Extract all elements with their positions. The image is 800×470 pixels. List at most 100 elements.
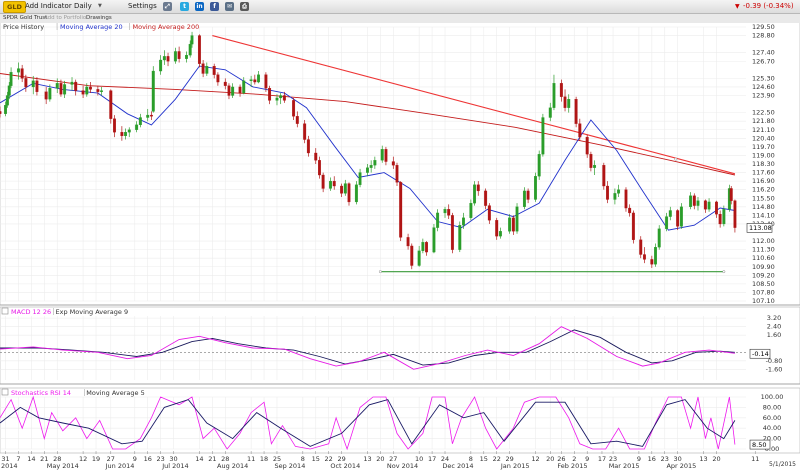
stoch-axis-tick: 60.00: [763, 414, 782, 422]
candle-up: [188, 43, 192, 56]
x-axis-day-label: 20: [546, 455, 554, 463]
stoch-axis-tick: 40.00: [763, 424, 782, 432]
price-axis-tick: 119.70: [752, 143, 775, 151]
candle-up: [548, 107, 552, 118]
x-axis-day-label: 11: [247, 455, 255, 463]
chart-canvas[interactable]: 129.50128.80127.40126.70125.30124.60123.…: [0, 23, 800, 470]
candle-down: [197, 35, 201, 64]
candle-up: [7, 85, 11, 96]
x-axis-day-label: 18: [260, 455, 268, 463]
x-axis-day-label: 20: [376, 455, 384, 463]
candle-down: [347, 183, 351, 203]
candle-down: [20, 68, 24, 79]
x-axis-day-label: 23: [609, 455, 617, 463]
candle-up: [665, 216, 669, 229]
price-axis-tick: 122.50: [752, 109, 775, 117]
last-price-tag: [746, 223, 773, 233]
candle-down: [399, 182, 403, 238]
candle-up: [354, 184, 358, 203]
candle-down: [391, 161, 395, 166]
candle-down: [395, 165, 399, 183]
x-axis-day-label: 9: [133, 455, 137, 463]
macd-line: [0, 326, 735, 370]
candle-down: [692, 195, 696, 206]
candle-up: [48, 88, 52, 100]
candle-up: [85, 86, 89, 95]
candle-down: [253, 79, 257, 83]
print-icon[interactable]: ⎙: [240, 2, 249, 11]
linkedin-icon[interactable]: in: [195, 2, 204, 11]
trend-anchor: [674, 157, 678, 161]
candle-down: [384, 149, 388, 162]
x-axis-day-label: 9: [585, 455, 589, 463]
candle-up: [657, 228, 661, 248]
x-axis-month-label: Mar 2015: [609, 462, 640, 470]
candle-up: [275, 97, 279, 101]
price-axis-tick: 121.10: [752, 126, 775, 134]
drawings-tab[interactable]: Drawings: [86, 15, 112, 21]
candle-down: [406, 237, 410, 247]
x-axis-day-label: 11: [751, 455, 759, 463]
support-anchor: [722, 270, 726, 274]
candle-down: [578, 123, 582, 138]
x-axis-month-label: May 2014: [47, 462, 79, 470]
candle-up: [707, 201, 711, 210]
candle-down: [585, 136, 589, 155]
x-axis-day-label: 12: [79, 455, 87, 463]
candle-up: [473, 184, 477, 204]
candle-down: [120, 132, 124, 137]
x-axis-day-label: 9: [637, 455, 641, 463]
candle-up: [17, 68, 20, 73]
mail-icon[interactable]: ✉: [225, 2, 234, 11]
price-axis-tick: 112.00: [752, 237, 775, 245]
price-axis-tick: 109.20: [752, 271, 775, 279]
candle-up: [231, 86, 235, 96]
candle-down: [511, 217, 515, 232]
candle-up: [124, 132, 128, 137]
x-axis-day-label: 10: [415, 455, 423, 463]
candle-down: [606, 185, 609, 200]
candle-up: [443, 209, 447, 214]
x-axis-day-label: 28: [221, 455, 229, 463]
price-axis-tick: 116.90: [752, 177, 775, 185]
candle-down: [212, 65, 216, 75]
candle-up: [508, 217, 512, 232]
candle-down: [292, 100, 296, 117]
x-axis-end-label: 5/1/2015: [769, 461, 796, 468]
price-axis-tick: 117.60: [752, 169, 775, 177]
candle-down: [223, 81, 227, 86]
price-axis-tick: 114.10: [752, 211, 775, 219]
price-axis-tick: 125.30: [752, 74, 775, 82]
candle-up: [617, 189, 621, 194]
add-indicator-button[interactable]: Add Indicator: [25, 2, 72, 10]
candle-up: [537, 154, 541, 177]
price-axis-tick: 116.20: [752, 186, 775, 194]
candle-down: [216, 74, 220, 83]
x-axis-day-label: 29: [506, 455, 514, 463]
candle-down: [676, 210, 680, 227]
candle-down: [628, 207, 632, 214]
timeframe-chevron-icon[interactable]: ▼: [98, 3, 102, 9]
portfolio-tab[interactable]: Add to Portfolio: [44, 15, 87, 21]
twitter-icon[interactable]: t: [180, 2, 189, 11]
candle-down: [650, 259, 654, 265]
facebook-icon[interactable]: f: [210, 2, 219, 11]
fullscreen-icon[interactable]: ⤢: [163, 2, 172, 11]
x-axis-day-label: 27: [107, 455, 115, 463]
candle-down: [166, 56, 170, 62]
stoch-ma-line: [0, 399, 736, 447]
candle-down: [425, 242, 428, 253]
candle-up: [279, 95, 283, 99]
candle-up: [135, 124, 139, 130]
candle-down: [332, 180, 336, 187]
candle-up: [458, 225, 462, 250]
ticker-symbol[interactable]: GLD: [3, 1, 26, 13]
timeframe-select[interactable]: Daily: [74, 2, 92, 10]
candle-up: [162, 56, 166, 61]
candle-up: [613, 193, 617, 200]
support-anchor: [378, 270, 382, 274]
x-axis-day-label: 7: [16, 455, 20, 463]
candle-up: [55, 83, 59, 89]
settings-button[interactable]: Settings: [128, 2, 157, 10]
candle-up: [343, 183, 347, 194]
